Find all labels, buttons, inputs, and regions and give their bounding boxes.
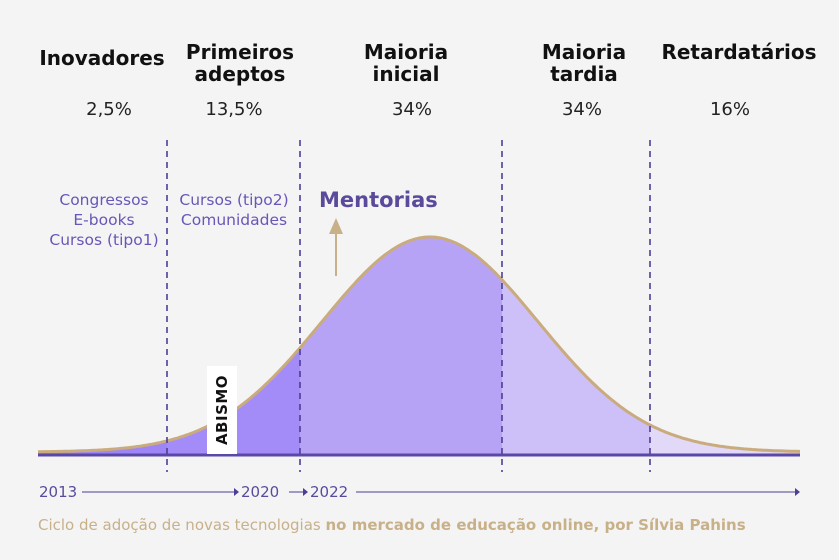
segment-pct-innovators: 2,5% (86, 99, 132, 120)
year-2013: 2013 (39, 483, 78, 501)
caption: Ciclo de adoção de novas tecnologias no … (38, 516, 746, 534)
phase-3-label: Mentorias (319, 188, 438, 212)
mentorias-arrow (329, 218, 343, 276)
segment-pct-late-majority: 34% (561, 99, 602, 120)
fill-early-majority (300, 237, 502, 455)
fill-early-adopters (167, 347, 300, 455)
segment-pct-early-adopters: 13,5% (205, 99, 263, 120)
segment-pct-early-majority: 34% (391, 99, 432, 120)
segment-title-early-majority: Maioria inicial (363, 40, 449, 86)
year-2022: 2022 (310, 483, 349, 501)
timeline-arrows (82, 488, 800, 496)
segment-title-early-adopters: Primeiros adeptos (185, 40, 295, 86)
adoption-curve (38, 235, 800, 454)
caption-bold: no mercado de educação online, por Sílvi… (325, 516, 746, 534)
segment-title-late-majority: Maioria tardia (541, 40, 627, 86)
phase-2-list: Cursos (tipo2) Comunidades (179, 191, 289, 229)
year-2020: 2020 (241, 483, 280, 501)
segment-title-laggards: Retardatários (661, 40, 817, 64)
abismo-label: ABISMO (213, 374, 231, 446)
phase-1-list: Congressos E-books Cursos (tipo1) (49, 191, 159, 249)
segment-title-innovators: Inovadores (39, 46, 165, 70)
caption-normal: Ciclo de adoção de novas tecnologias (38, 516, 326, 534)
abismo-box (207, 366, 237, 454)
segment-pct-laggards: 16% (709, 99, 750, 120)
fill-laggards (650, 425, 800, 455)
